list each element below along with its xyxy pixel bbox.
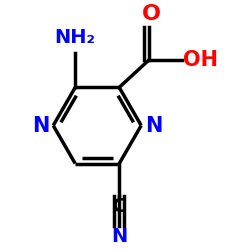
Text: O: O — [142, 4, 161, 24]
Text: N: N — [111, 227, 127, 246]
Text: NH₂: NH₂ — [55, 28, 96, 47]
Text: N: N — [145, 116, 162, 136]
Text: C: C — [112, 197, 126, 216]
Text: N: N — [32, 116, 49, 136]
Text: OH: OH — [183, 50, 218, 70]
